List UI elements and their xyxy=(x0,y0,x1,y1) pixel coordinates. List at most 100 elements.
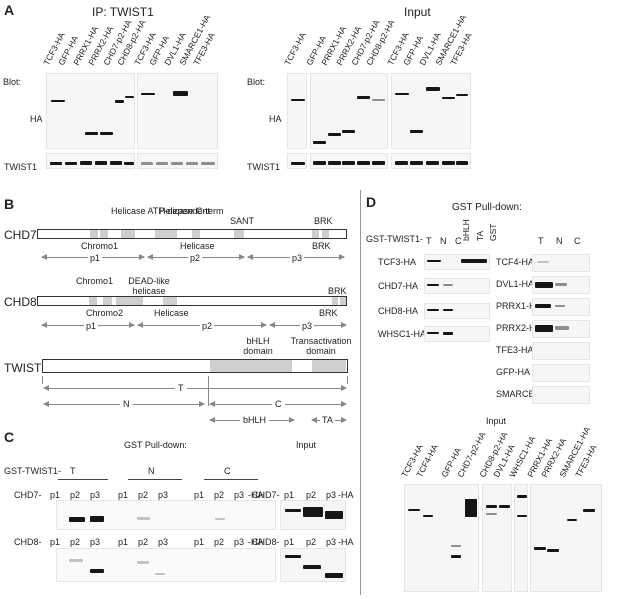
ip-title: IP: TWIST1 xyxy=(92,5,154,19)
input-twist1-blot-2 xyxy=(310,153,388,169)
band xyxy=(115,100,124,103)
band xyxy=(85,132,98,135)
lane-suffix: -HA xyxy=(338,490,354,500)
twist1-tick-mid xyxy=(208,376,209,406)
row-label: CHD8-HA xyxy=(378,306,419,316)
ip-ha-blot-1 xyxy=(46,73,135,149)
band xyxy=(141,93,155,95)
gst-blot-right xyxy=(532,254,590,272)
chd8-name: CHD8 xyxy=(4,295,37,309)
panel-c-input-chd8-label: CHD8- xyxy=(252,537,280,547)
band xyxy=(291,99,305,101)
lane-label: p1 xyxy=(118,537,129,547)
band xyxy=(567,519,577,521)
gst-blot-right xyxy=(532,364,590,382)
lane-label: C xyxy=(574,236,581,246)
blot-label-left: Blot: xyxy=(3,77,22,87)
band xyxy=(426,161,439,165)
chd8-helicase-domain xyxy=(163,297,177,305)
band xyxy=(427,284,439,286)
lane-label: p1 xyxy=(50,537,61,547)
lane-label: p3 xyxy=(234,490,245,500)
row-label: PRRX1-HA xyxy=(496,301,542,311)
panel-c-gst-title: GST Pull-down: xyxy=(124,440,187,450)
band xyxy=(100,132,113,135)
chd7-helicase-cterm-label: Helicase C-term xyxy=(159,206,224,216)
panel-c-group-c: C xyxy=(224,466,231,476)
twist1-bhlh-domain-label: bHLH domain xyxy=(243,336,273,356)
panel-divider xyxy=(360,190,361,595)
twist1-ta-domain xyxy=(312,360,346,372)
band xyxy=(69,517,85,522)
chd7-chromo1-domain xyxy=(90,230,98,238)
lane-label: N xyxy=(556,236,563,246)
band xyxy=(342,130,355,133)
gst-blot-right xyxy=(532,298,590,316)
band xyxy=(410,161,423,165)
panel-c-chd7-gst-blot xyxy=(56,500,276,530)
band xyxy=(555,326,569,330)
band xyxy=(285,555,301,558)
twist1-ta-domain-label: Transactivation domain xyxy=(290,336,352,356)
lane-label: N xyxy=(440,236,447,246)
band xyxy=(395,93,409,95)
lane-label: p1 xyxy=(284,537,295,547)
chd8-chromo1-label: Chromo1 xyxy=(76,276,114,286)
chd7-p2-label: p2 xyxy=(188,253,203,263)
panel-c-gst-label: GST-TWIST1- xyxy=(4,466,61,476)
band xyxy=(285,509,301,512)
twist1-row-label-right: TWIST1 xyxy=(247,162,280,172)
lane-label: p1 xyxy=(194,490,205,500)
band xyxy=(372,161,385,165)
panel-c-c-underline xyxy=(204,479,258,480)
band xyxy=(555,283,567,286)
band xyxy=(357,161,370,165)
band xyxy=(443,332,453,335)
band xyxy=(313,161,326,165)
chd7-sant-domain xyxy=(234,230,244,238)
band xyxy=(537,261,549,263)
lane-label: p1 xyxy=(284,490,295,500)
lane-label: p3 xyxy=(326,537,337,547)
lane-suffix: -HA xyxy=(248,537,264,547)
lane-label: T xyxy=(426,236,432,246)
band xyxy=(461,259,487,263)
input-ha-blot-3 xyxy=(391,73,471,149)
band xyxy=(535,325,553,332)
chd8-p1-label: p1 xyxy=(84,321,99,331)
chd8-chromo1-domain xyxy=(89,297,97,305)
band xyxy=(125,96,134,98)
band xyxy=(583,509,595,512)
lane-label: p1 xyxy=(194,537,205,547)
lane-label: p3 xyxy=(234,537,245,547)
gst-blot-left xyxy=(424,303,490,319)
band xyxy=(342,161,355,165)
panel-d-input-blot-4 xyxy=(530,484,602,592)
panel-label-c: C xyxy=(4,429,15,445)
chd7-brk2-domain xyxy=(322,230,329,238)
lane-label: p3 xyxy=(326,490,337,500)
chd7-helicase-atp-domain xyxy=(121,230,135,238)
band xyxy=(451,545,461,547)
chd7-p3-label: p3 xyxy=(290,253,305,263)
chd7-chromo2-domain xyxy=(100,230,108,238)
band xyxy=(555,305,565,307)
lane-label: p2 xyxy=(214,537,225,547)
band xyxy=(442,161,455,165)
band xyxy=(456,94,468,96)
chd7-helicase-cterm-domain xyxy=(155,230,177,238)
twist1-gene-bar xyxy=(42,359,348,373)
band xyxy=(486,505,497,508)
band xyxy=(156,162,168,165)
band xyxy=(443,284,453,286)
panel-c-group-t: T xyxy=(70,466,76,476)
band xyxy=(173,91,188,96)
lane-label: p2 xyxy=(70,537,81,547)
band xyxy=(51,100,65,102)
band xyxy=(465,499,477,517)
blot-label-right: Blot: xyxy=(247,77,266,87)
chd8-dead-like-label: DEAD-like helicase xyxy=(128,276,170,296)
twist1-c-label: C xyxy=(272,399,285,409)
panel-d-input-blot-1 xyxy=(404,484,479,592)
chd8-chromo2-domain xyxy=(103,297,112,305)
